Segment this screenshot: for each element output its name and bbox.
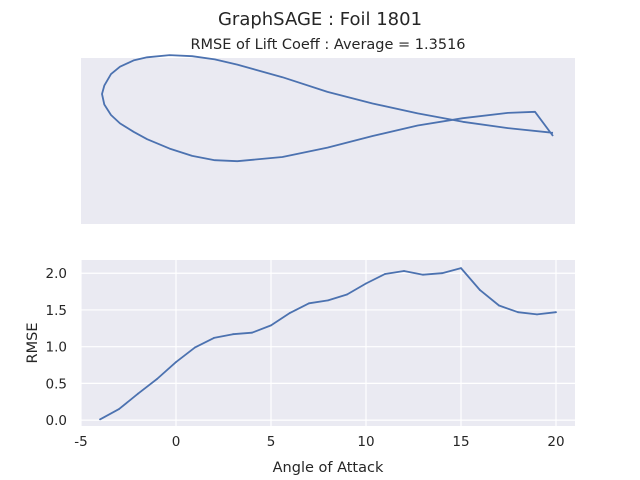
airfoil-outline-line [101,54,554,163]
rmse-data-point [441,272,443,275]
rmse-data-point [175,361,177,363]
x-tick-label: 0 [172,434,181,450]
rmse-data-point [498,304,500,307]
rmse-data-point [99,418,101,421]
rmse-data-point [536,313,538,316]
rmse-data-point [365,282,367,285]
rmse-data-point [308,302,310,305]
rmse-data-point [460,267,462,269]
y-tick-label: 0.5 [46,376,67,392]
y-axis-label: RMSE [25,323,41,364]
x-tick-label: 5 [267,434,276,450]
rmse-data-point [213,337,215,339]
rmse-data-point [194,346,196,349]
rmse-panel: -5 0 5 10 15 20 0.0 0.5 1.0 1.5 2.0 Angle of Attac… [25,260,575,476]
rmse-plot-area [81,260,575,426]
y-tick-label: 1.5 [46,303,67,319]
y-tick-label: 1.0 [46,340,67,356]
x-tick-label: 15 [452,434,469,450]
airfoil-panel [81,54,575,224]
rmse-data-point [232,333,234,336]
x-tick-label: 20 [547,434,564,450]
rmse-data-point [156,378,158,380]
figure-suptitle: GraphSAGE : Foil 1801 [218,9,422,30]
rmse-data-point [289,312,291,314]
rmse-data-point [118,408,120,410]
rmse-data-point [479,289,481,291]
rmse-data-point [251,331,253,334]
top-panel-title: RMSE of Lift Coeff : Average = 1.3516 [190,37,465,53]
rmse-data-point [327,299,329,302]
rmse-data-point [517,311,519,314]
rmse-data-point [422,273,424,276]
rmse-data-point [270,324,272,327]
rmse-data-point [555,311,557,314]
airfoil-plot-area [81,58,575,224]
x-axis-label: Angle of Attack [273,460,384,476]
x-tick-label: 10 [357,434,374,450]
rmse-data-point [384,273,386,275]
rmse-data-point [403,270,405,272]
y-tick-label: 2.0 [46,266,67,282]
rmse-data-point [137,392,139,395]
y-tick-label: 0.0 [46,413,67,429]
rmse-data-point [346,293,348,296]
x-tick-label: -5 [74,434,87,450]
